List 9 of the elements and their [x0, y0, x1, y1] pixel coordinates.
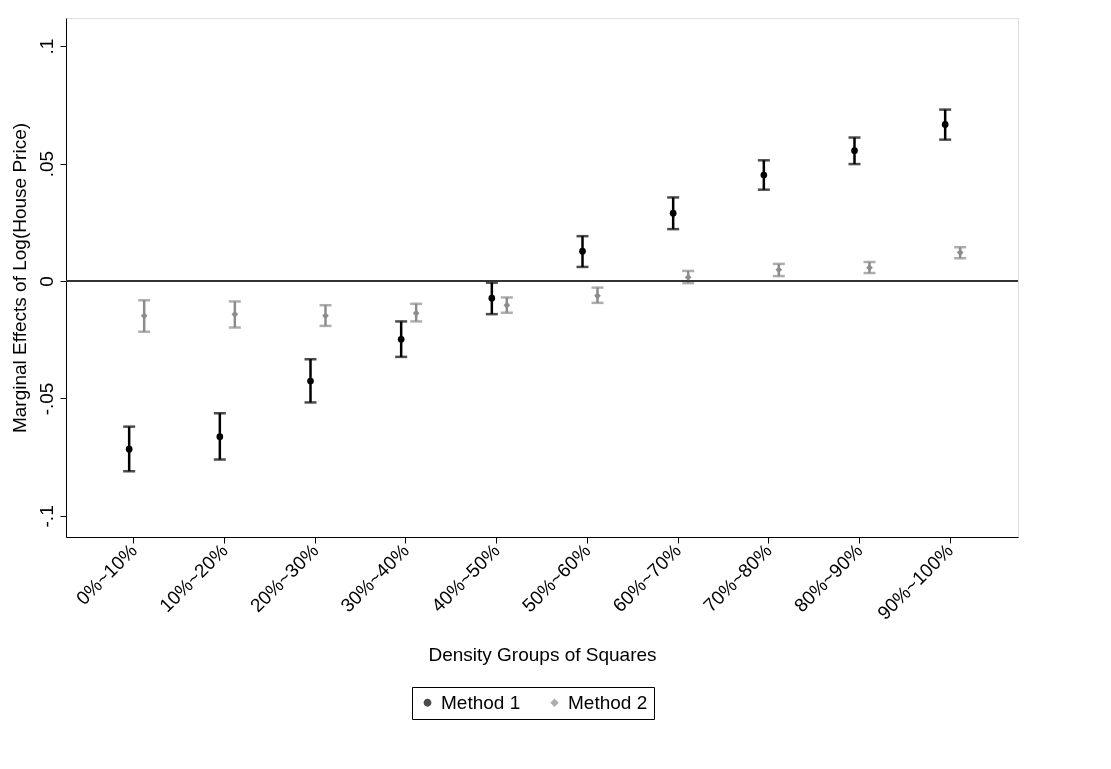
y-tick-label: .05: [35, 150, 57, 178]
y-axis-title: Marginal Effects of Log(House Price): [8, 122, 30, 434]
y-tick-label: .1: [35, 38, 57, 55]
legend-label: Method 1: [441, 691, 521, 713]
x-axis-title: Density Groups of Squares: [428, 643, 657, 665]
y-tick-label: -.05: [35, 382, 57, 416]
y-tick-label: 0: [35, 276, 57, 287]
y-tick-label: -.1: [35, 505, 57, 528]
legend-label: Method 2: [568, 691, 648, 713]
